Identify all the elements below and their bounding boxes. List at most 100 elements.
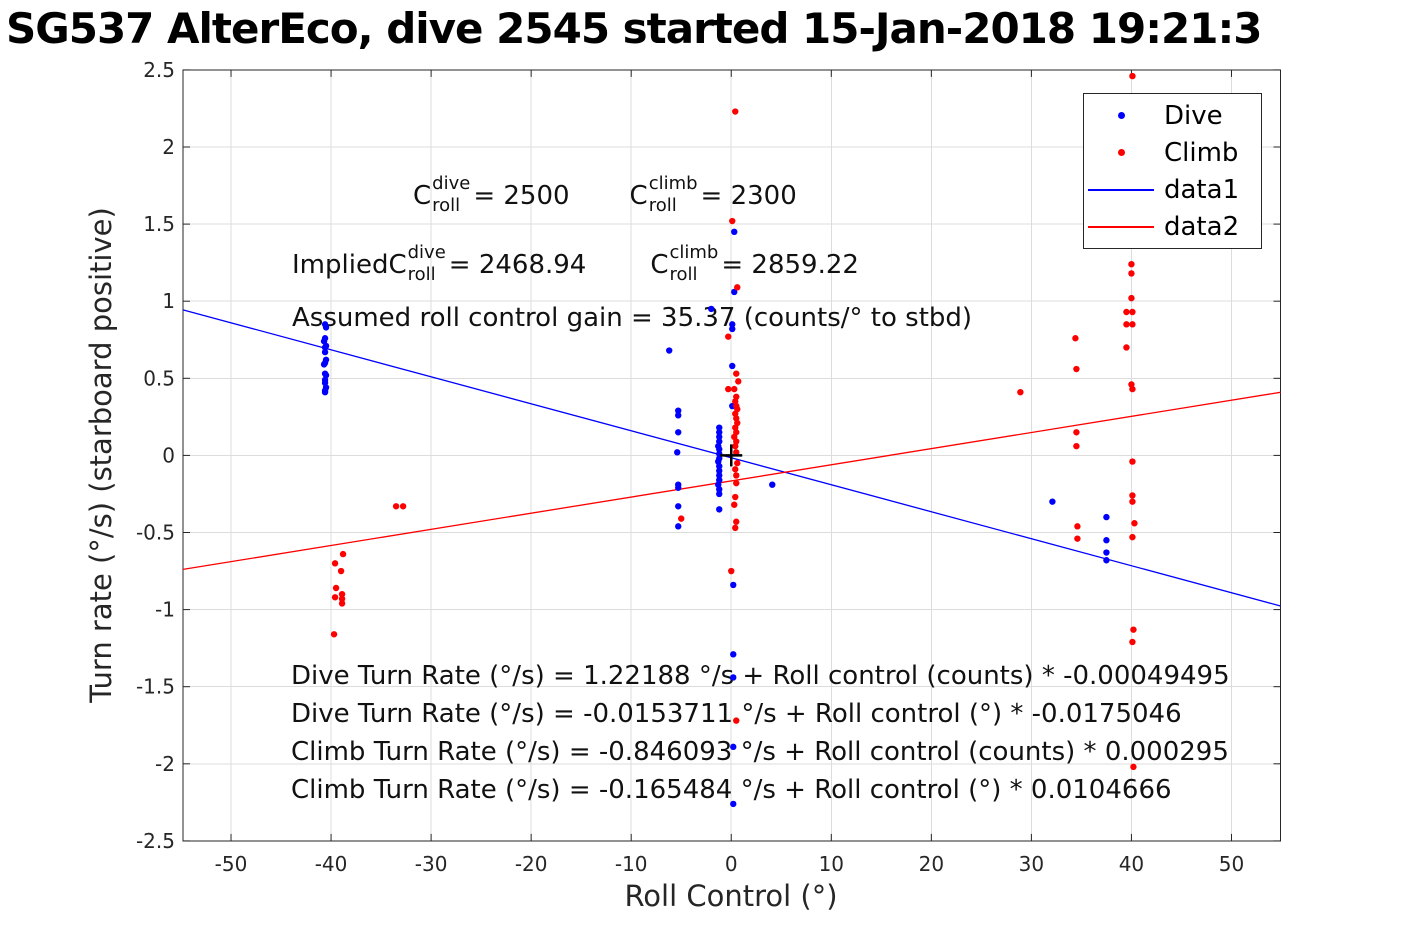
scatter-point-dive	[321, 387, 329, 394]
scatter-point-dive	[715, 458, 722, 465]
y-axis-label: Turn rate (°/s) (starboard positive)	[84, 207, 118, 703]
scatter-point-dive	[716, 486, 723, 493]
scatter-point-dive	[321, 359, 329, 367]
scatter-point-dive	[716, 476, 723, 484]
x-axis-label: Roll Control (°)	[624, 879, 838, 913]
scatter-point-dive	[716, 429, 723, 436]
scatter-point-climb	[1072, 335, 1079, 342]
tick-label-x: -10	[615, 852, 648, 876]
scatter-point-climb	[733, 472, 740, 479]
scatter-point-climb	[728, 567, 735, 575]
scatter-point-climb	[1128, 294, 1135, 302]
fit-equation-dive-degrees: Dive Turn Rate (°/s) = -0.0153711 °/s + …	[291, 699, 1182, 729]
scatter-point-climb	[1129, 492, 1136, 499]
tick-label-y: 1	[162, 289, 175, 313]
scatter-point-climb	[1128, 270, 1135, 277]
tick-label-x: 10	[819, 852, 844, 876]
scatter-point-dive	[322, 384, 330, 391]
subscript-roll: roll	[669, 264, 698, 285]
scatter-point-dive	[1103, 549, 1110, 556]
tick-label-x: -20	[515, 852, 548, 876]
data1-line-swatch	[1084, 188, 1158, 191]
scatter-point-climb	[734, 459, 741, 467]
scatter-point-dive	[716, 490, 723, 498]
scatter-point-climb	[1073, 442, 1080, 450]
tick-label-x: 0	[725, 852, 738, 876]
scatter-point-climb	[733, 449, 740, 456]
scatter-point-dive	[675, 481, 682, 488]
scatter-point-dive	[716, 462, 723, 470]
scatter-point-dive	[716, 433, 723, 441]
scatter-point-climb	[1074, 523, 1081, 530]
scatter-point-dive	[320, 338, 328, 345]
tick-label-x: 20	[919, 852, 944, 876]
scatter-point-climb	[733, 429, 740, 436]
scatter-point-climb	[731, 385, 738, 393]
fit-equation-climb-degrees: Climb Turn Rate (°/s) = -0.165484 °/s + …	[291, 775, 1172, 805]
scatter-point-climb	[725, 385, 732, 393]
tick-label-x: 50	[1219, 852, 1244, 876]
data2-line-swatch	[1084, 225, 1158, 228]
scatter-point-dive	[769, 481, 776, 488]
scatter-point-climb	[339, 550, 347, 558]
scatter-point-dive	[321, 376, 329, 384]
scatter-point-climb	[1130, 626, 1137, 633]
scatter-point-dive	[320, 361, 328, 368]
chart-title: SG537 AlterEco, dive 2545 started 15-Jan…	[6, 4, 1262, 53]
scatter-point-dive	[321, 388, 329, 396]
scatter-point-dive	[716, 438, 723, 445]
scatter-point-dive	[675, 523, 682, 530]
superscript-climb: climb	[648, 173, 698, 194]
scatter-point-climb	[734, 419, 741, 427]
legend: Dive Climb data1 data2	[1083, 93, 1262, 249]
scatter-point-climb	[725, 333, 732, 340]
tick-label-y: -2	[155, 752, 175, 776]
superscript-dive: dive	[432, 173, 471, 194]
scatter-point-dive	[731, 288, 738, 296]
scatter-point-climb	[1131, 520, 1138, 527]
scatter-point-dive	[321, 344, 329, 351]
scatter-point-dive	[716, 506, 723, 513]
dive-marker-swatch	[1084, 112, 1158, 119]
scatter-point-dive	[321, 370, 329, 377]
scatter-point-climb	[734, 284, 741, 291]
tick-label-y: 2.5	[143, 58, 175, 82]
scatter-point-climb	[732, 424, 739, 431]
scatter-point-dive	[716, 467, 723, 475]
subscript-roll: roll	[432, 195, 461, 216]
annotation-fit-equations: Dive Turn Rate (°/s) = 1.22188 °/s + Rol…	[291, 657, 1230, 809]
fit-equation-dive-counts: Dive Turn Rate (°/s) = 1.22188 °/s + Rol…	[291, 661, 1230, 691]
scatter-point-dive	[322, 356, 330, 363]
scatter-point-climb	[1129, 458, 1136, 465]
scatter-point-climb	[734, 405, 741, 413]
scatter-point-climb	[338, 595, 346, 603]
scatter-point-dive	[675, 484, 682, 491]
scatter-point-dive	[716, 446, 723, 453]
scatter-point-climb	[732, 410, 739, 417]
scatter-point-climb	[678, 515, 685, 522]
subscript-roll: roll	[648, 195, 677, 216]
scatter-point-climb	[731, 433, 738, 441]
scatter-point-dive	[731, 228, 738, 236]
scatter-point-climb	[1128, 381, 1135, 388]
scatter-point-climb	[1073, 365, 1080, 373]
tick-label-y: -0.5	[136, 521, 175, 545]
tick-label-x: -40	[315, 852, 348, 876]
scatter-point-climb	[1129, 498, 1136, 505]
scatter-point-dive	[729, 362, 736, 370]
tick-label-y: 2	[162, 135, 175, 159]
scatter-point-dive	[321, 348, 329, 356]
fit-line-data1	[182, 309, 1281, 607]
scatter-point-dive	[675, 412, 682, 419]
scatter-point-climb	[1123, 321, 1130, 328]
scatter-point-climb	[1123, 308, 1130, 316]
scatter-point-climb	[733, 479, 740, 487]
scatter-point-climb	[331, 594, 339, 601]
scatter-point-dive	[322, 372, 330, 379]
scatter-point-climb	[337, 567, 345, 575]
scatter-point-climb	[731, 501, 738, 508]
scatter-point-dive	[674, 449, 681, 456]
